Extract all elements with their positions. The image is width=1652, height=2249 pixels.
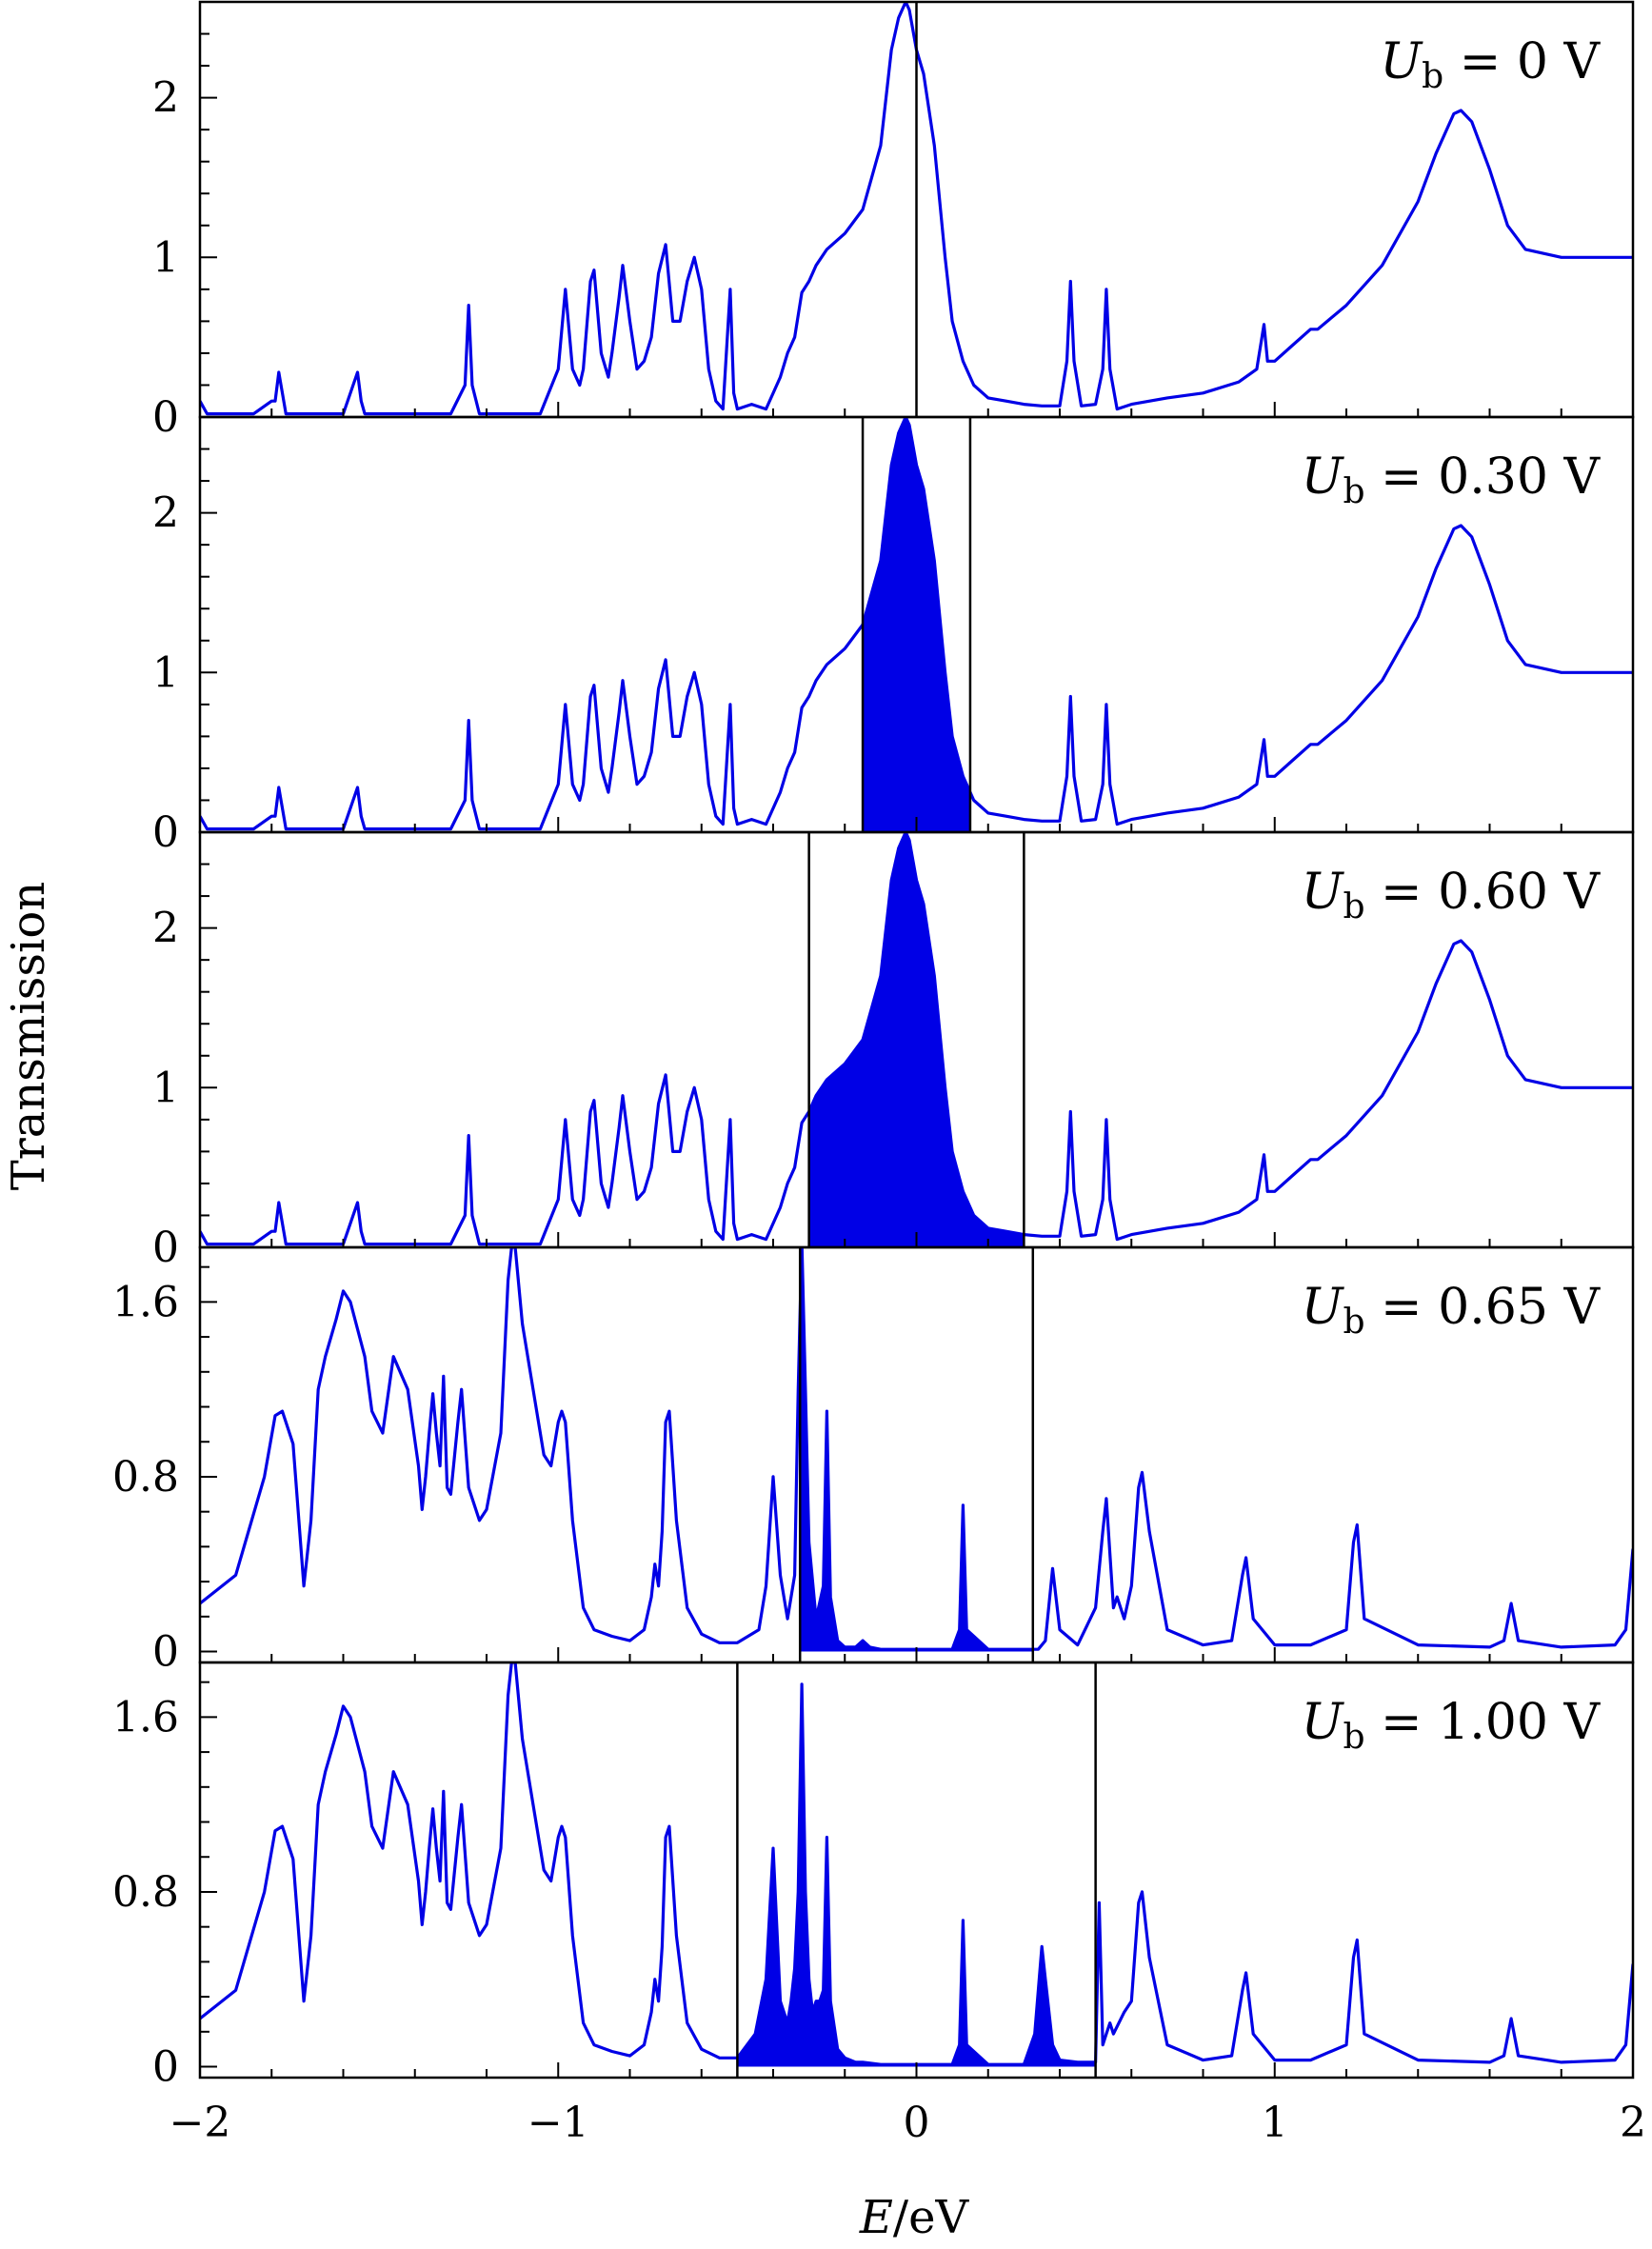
bias-label: Ub = 1.00 V: [1302, 1694, 1602, 1757]
panel-4: 0 0.8 1.6 Ub = 0.65 V: [112, 1245, 1635, 1677]
transmission-curve: [200, 2, 1633, 416]
bias-window-fill: [863, 417, 970, 832]
y-tick-label: 1: [152, 648, 179, 697]
bias-label-var: U: [1380, 33, 1423, 90]
bias-window-fill: [808, 832, 1025, 1247]
transmission-curve: [200, 417, 1633, 831]
y-tick-label: 2: [152, 905, 179, 953]
panel-5: 0 0.8 1.6 Ub = 1.00 V: [112, 1661, 1635, 2092]
y-tick-label: 0: [152, 393, 179, 442]
bias-label: Ub = 0.65 V: [1302, 1279, 1602, 1342]
panel-3: 0 1 2 Ub = 0.60 V: [152, 830, 1635, 1272]
x-tick-label: −2: [169, 2099, 231, 2147]
x-tick-label: 1: [1262, 2099, 1288, 2147]
bias-label-var: U: [1302, 1279, 1345, 1336]
x-tick-label: −1: [527, 2099, 589, 2147]
x-axis-label: E/eV: [859, 2191, 970, 2244]
bias-label-value: = 0.30 V: [1365, 448, 1602, 506]
y-tick-label: 0.8: [112, 1453, 179, 1502]
y-tick-label: 1: [152, 1064, 179, 1112]
y-tick-label: 0.8: [112, 1868, 179, 1917]
transmission-curve: [200, 1662, 1633, 2066]
bias-label-sub: b: [1343, 887, 1364, 926]
bias-label-var: U: [1302, 864, 1345, 921]
bias-label-var: U: [1302, 1694, 1345, 1751]
panel-1: 0 1 2 Ub = 0 V: [152, 0, 1635, 442]
x-axis-label-unit: /eV: [893, 2191, 970, 2244]
bias-window-fill: [800, 1247, 1033, 1652]
bias-label: Ub = 0.60 V: [1302, 864, 1602, 926]
bias-label-value: = 1.00 V: [1365, 1694, 1602, 1751]
y-tick-label: 2: [152, 489, 179, 538]
bias-label-value: = 0.60 V: [1365, 864, 1602, 921]
panel-2: 0 1 2 Ub = 0.30 V: [152, 415, 1635, 857]
x-axis: −2 −1 0 1 2: [169, 2099, 1646, 2147]
bias-label-sub: b: [1343, 1303, 1364, 1342]
bias-label-value: = 0 V: [1443, 33, 1601, 90]
y-tick-label: 0: [152, 1628, 179, 1677]
y-tick-label: 1: [152, 233, 179, 282]
bias-label-sub: b: [1343, 472, 1364, 511]
y-tick-label: 0: [152, 808, 179, 857]
y-tick-label: 1.6: [112, 1693, 179, 1741]
x-tick-label: 2: [1620, 2099, 1646, 2147]
x-axis-label-var: E: [859, 2191, 893, 2244]
y-tick-label: 2: [152, 74, 179, 123]
bias-label: Ub = 0 V: [1380, 33, 1601, 96]
bias-label: Ub = 0.30 V: [1302, 448, 1602, 511]
y-axis-label: Transmission: [2, 882, 55, 1190]
bias-label-value: = 0.65 V: [1365, 1279, 1602, 1336]
bias-label-var: U: [1302, 448, 1345, 506]
bias-window-fill: [737, 1683, 1096, 2067]
bias-label-sub: b: [1343, 1718, 1364, 1757]
transmission-curve: [200, 1247, 1633, 1651]
bias-label-sub: b: [1422, 57, 1443, 96]
transmission-curve: [200, 832, 1633, 1246]
y-tick-label: 0: [152, 1224, 179, 1272]
x-tick-label: 0: [904, 2099, 930, 2147]
y-tick-label: 1.6: [112, 1278, 179, 1326]
y-tick-label: 0: [152, 2043, 179, 2092]
